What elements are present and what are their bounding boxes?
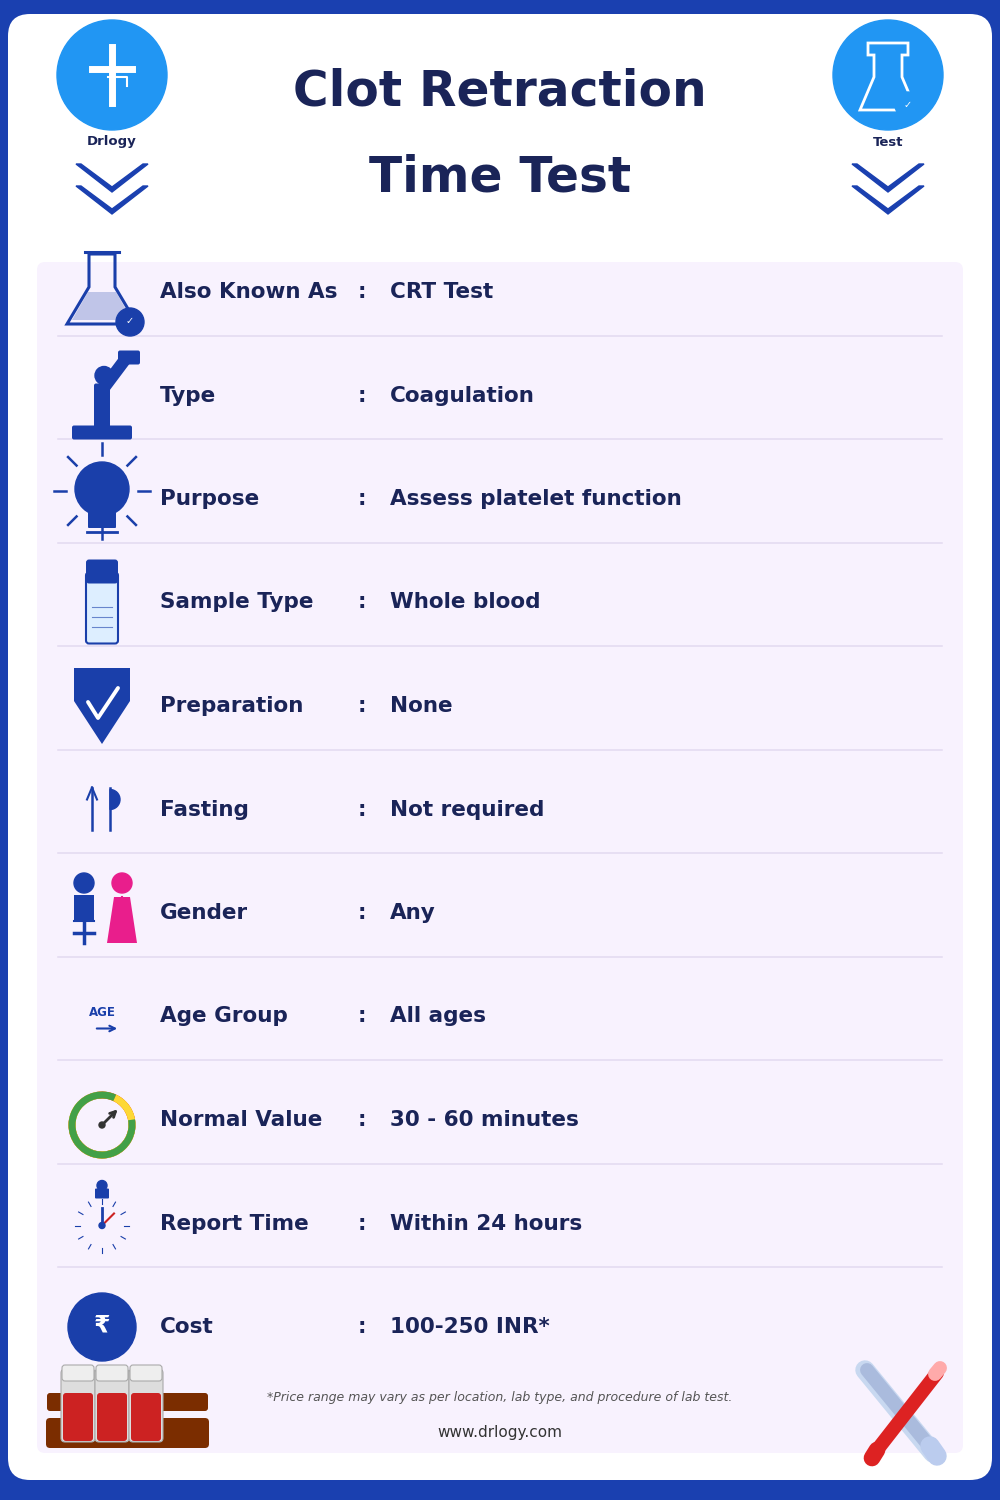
Text: ₹: ₹ — [94, 1314, 110, 1338]
Polygon shape — [72, 292, 132, 320]
Text: Time Test: Time Test — [369, 154, 631, 203]
Text: 30 - 60 minutes: 30 - 60 minutes — [390, 1110, 579, 1130]
FancyBboxPatch shape — [95, 1370, 129, 1442]
Polygon shape — [852, 186, 924, 214]
Text: AGE: AGE — [89, 1007, 115, 1019]
FancyBboxPatch shape — [131, 1394, 161, 1441]
FancyBboxPatch shape — [95, 1188, 109, 1198]
Text: Cost: Cost — [160, 1317, 214, 1336]
FancyBboxPatch shape — [118, 351, 140, 364]
Circle shape — [95, 366, 113, 384]
Polygon shape — [107, 897, 137, 944]
Text: :: : — [358, 1214, 366, 1233]
Text: :: : — [358, 800, 366, 819]
Polygon shape — [74, 896, 94, 921]
Text: Not required: Not required — [390, 800, 544, 819]
Text: :: : — [358, 489, 366, 508]
Text: Fasting: Fasting — [160, 800, 249, 819]
FancyBboxPatch shape — [63, 1394, 93, 1441]
FancyBboxPatch shape — [37, 262, 963, 1454]
Circle shape — [57, 20, 167, 130]
Text: Clot Retraction: Clot Retraction — [293, 68, 707, 116]
Text: Normal Value: Normal Value — [160, 1110, 322, 1130]
Text: :: : — [358, 592, 366, 612]
Text: :: : — [358, 696, 366, 715]
Text: Any: Any — [390, 903, 436, 922]
Text: Coagulation: Coagulation — [390, 386, 535, 405]
FancyBboxPatch shape — [45, 44, 179, 243]
FancyBboxPatch shape — [94, 384, 110, 432]
FancyBboxPatch shape — [129, 1370, 163, 1442]
FancyBboxPatch shape — [8, 13, 992, 1480]
FancyBboxPatch shape — [86, 560, 118, 584]
FancyBboxPatch shape — [130, 1365, 162, 1382]
Text: Also Known As: Also Known As — [160, 282, 338, 302]
Circle shape — [112, 873, 132, 892]
FancyBboxPatch shape — [97, 1394, 127, 1441]
Text: Whole blood: Whole blood — [390, 592, 540, 612]
Text: *Price range may vary as per location, lab type, and procedure of lab test.: *Price range may vary as per location, l… — [267, 1392, 733, 1404]
Circle shape — [74, 873, 94, 892]
Text: :: : — [358, 282, 366, 302]
Text: Assess platelet function: Assess platelet function — [390, 489, 682, 508]
FancyBboxPatch shape — [61, 1370, 95, 1442]
Text: Drlogy: Drlogy — [87, 135, 137, 148]
Text: :: : — [358, 1110, 366, 1130]
Text: Report Time: Report Time — [160, 1214, 309, 1233]
Text: Type: Type — [160, 386, 216, 405]
FancyBboxPatch shape — [72, 426, 132, 439]
Circle shape — [68, 1293, 136, 1360]
Text: Within 24 hours: Within 24 hours — [390, 1214, 582, 1233]
Text: Test: Test — [873, 135, 903, 148]
Text: CRT Test: CRT Test — [390, 282, 493, 302]
Polygon shape — [98, 354, 132, 393]
Text: ✓: ✓ — [904, 100, 912, 109]
Text: All ages: All ages — [390, 1007, 486, 1026]
Text: Preparation: Preparation — [160, 696, 303, 715]
Text: :: : — [358, 1007, 366, 1026]
Text: None: None — [390, 696, 453, 715]
Text: :: : — [358, 386, 366, 405]
Text: 100-250 INR*: 100-250 INR* — [390, 1317, 550, 1336]
Polygon shape — [76, 164, 148, 192]
Circle shape — [99, 1122, 105, 1128]
Polygon shape — [74, 668, 130, 744]
Circle shape — [833, 20, 943, 130]
FancyBboxPatch shape — [821, 44, 955, 243]
Text: :: : — [358, 1317, 366, 1336]
Circle shape — [116, 308, 144, 336]
FancyBboxPatch shape — [88, 501, 116, 528]
FancyBboxPatch shape — [96, 1365, 128, 1382]
Circle shape — [99, 1222, 105, 1228]
Text: Age Group: Age Group — [160, 1007, 288, 1026]
Circle shape — [97, 1180, 107, 1191]
FancyBboxPatch shape — [62, 1365, 94, 1382]
Wedge shape — [110, 789, 120, 810]
Polygon shape — [852, 164, 924, 192]
Circle shape — [75, 462, 129, 516]
FancyBboxPatch shape — [47, 1394, 208, 1411]
Text: www.drlogy.com: www.drlogy.com — [438, 1425, 562, 1440]
Text: Sample Type: Sample Type — [160, 592, 314, 612]
Text: Gender: Gender — [160, 903, 248, 922]
FancyBboxPatch shape — [46, 1418, 209, 1448]
Text: ✓: ✓ — [126, 316, 134, 326]
FancyBboxPatch shape — [86, 573, 118, 644]
Text: :: : — [358, 903, 366, 922]
Polygon shape — [76, 186, 148, 214]
Text: Purpose: Purpose — [160, 489, 259, 508]
Circle shape — [895, 92, 921, 118]
